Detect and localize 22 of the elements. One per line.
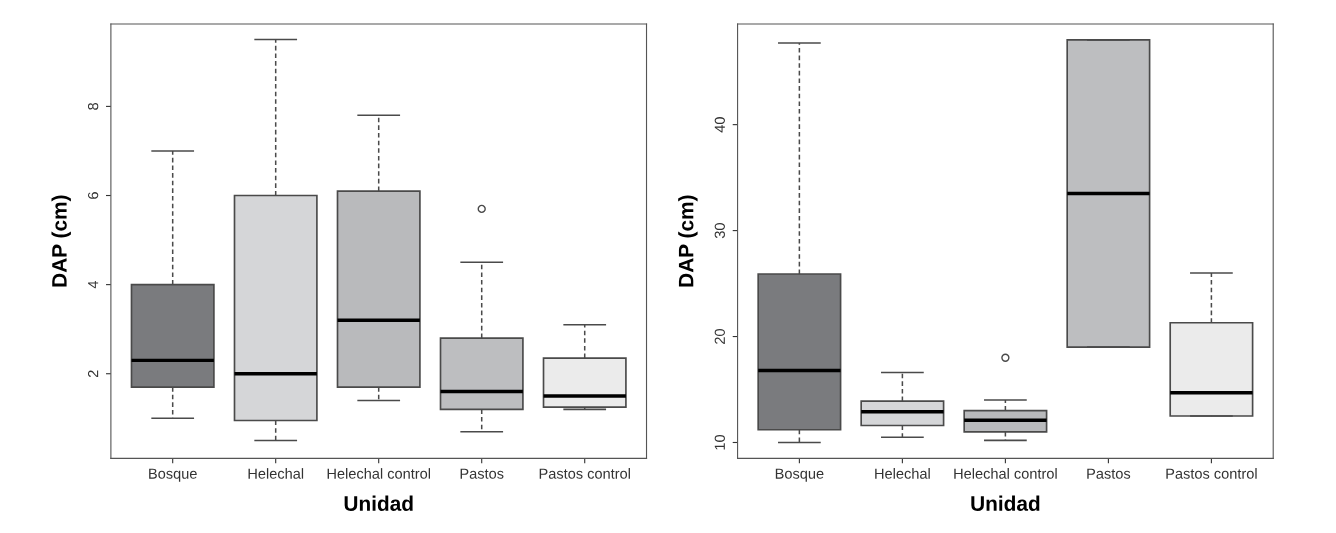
x-tick-label: Pastos bbox=[460, 468, 504, 479]
x-tick-label: Bosque bbox=[149, 468, 197, 482]
y-tick-label: 4 bbox=[88, 280, 99, 289]
x-axis-title: Unidad bbox=[971, 495, 1040, 511]
x-tick-label: Pastos control bbox=[1166, 468, 1257, 479]
y-axis-title: DAP (cm) bbox=[51, 195, 71, 287]
y-tick-label: 30 bbox=[714, 223, 725, 239]
x-tick-label: Helechal control bbox=[327, 468, 431, 479]
x-tick-label: Pastos control bbox=[539, 468, 630, 479]
y-axis-title: DAP (cm) bbox=[678, 195, 698, 287]
y-tick-label: 20 bbox=[714, 329, 725, 344]
y-tick-label: 10 bbox=[714, 434, 725, 450]
y-tick-label: 2 bbox=[87, 370, 99, 378]
y-tick-label: 40 bbox=[714, 117, 725, 133]
x-axis-title: Unidad bbox=[344, 495, 413, 511]
x-tick-label: Helechal bbox=[248, 468, 304, 479]
x-tick-label: Bosque bbox=[775, 468, 824, 482]
x-tick-label: Helechal control bbox=[954, 468, 1057, 479]
x-tick-label: Helechal bbox=[875, 468, 930, 479]
x-tick-label: Pastos bbox=[1087, 468, 1131, 479]
y-tick-label: 8 bbox=[87, 102, 99, 110]
y-tick-label: 6 bbox=[87, 192, 99, 199]
